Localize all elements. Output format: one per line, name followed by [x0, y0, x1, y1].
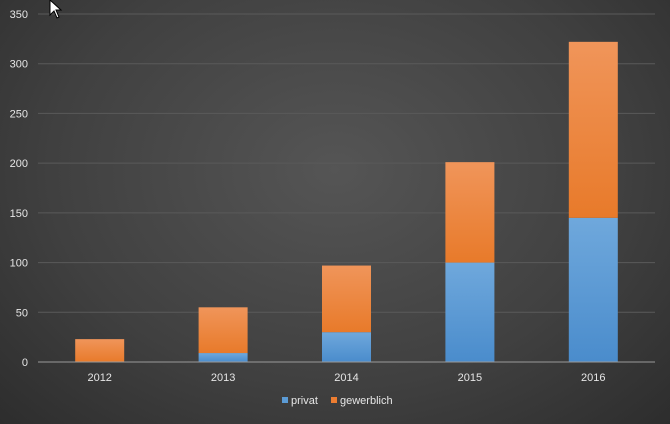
y-tick-label: 150 [10, 208, 28, 220]
y-tick-label: 300 [10, 59, 28, 71]
x-tick-label: 2015 [458, 372, 482, 384]
y-tick-label: 250 [10, 108, 28, 120]
bar-gewerblich-2012[interactable] [75, 339, 125, 362]
y-tick-label: 0 [22, 357, 28, 369]
bar-privat-2014[interactable] [322, 332, 371, 362]
y-tick-label: 50 [16, 307, 28, 319]
x-tick-label: 2013 [211, 372, 235, 384]
bar-gewerblich-2013[interactable] [198, 307, 248, 354]
gridlines [38, 13, 655, 313]
bar-privat-2013[interactable] [198, 353, 248, 362]
legend-label-gewerblich[interactable]: gewerblich [340, 395, 393, 407]
x-axis: 2012 2013 2014 2015 2016 [87, 372, 605, 384]
x-tick-label: 2016 [581, 372, 605, 384]
legend-swatch-privat [282, 397, 288, 403]
legend-label-privat[interactable]: privat [291, 395, 318, 407]
bar-gewerblich-2014[interactable] [322, 265, 371, 333]
x-tick-label: 2012 [87, 372, 111, 384]
legend[interactable]: privat gewerblich [282, 395, 393, 407]
bars [75, 41, 618, 362]
mouse-pointer-icon [49, 0, 63, 19]
x-tick-label: 2014 [334, 372, 358, 384]
legend-swatch-gewerblich [331, 397, 337, 403]
bar-gewerblich-2015[interactable] [445, 162, 495, 263]
bar-privat-2015[interactable] [445, 262, 495, 362]
bar-privat-2016[interactable] [568, 217, 618, 362]
y-tick-label: 100 [10, 258, 28, 270]
y-tick-label: 200 [10, 158, 28, 170]
y-axis: 0 50 100 150 200 250 300 350 [10, 9, 28, 369]
bar-gewerblich-2016[interactable] [568, 41, 618, 218]
y-tick-label: 350 [10, 9, 28, 21]
